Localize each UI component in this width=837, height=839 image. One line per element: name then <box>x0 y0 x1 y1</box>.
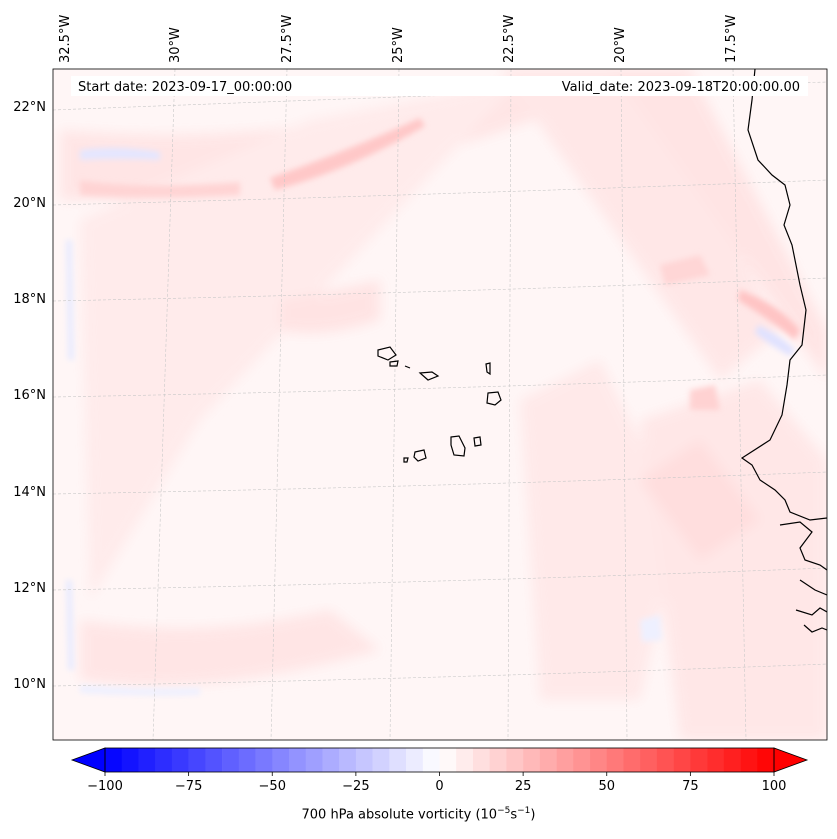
colorbar-segment <box>121 748 139 772</box>
colorbar-tick-label: 25 <box>515 779 532 794</box>
colorbar-segment <box>389 748 407 772</box>
colorbar-segment <box>105 748 123 772</box>
colorbar-segment <box>573 748 591 772</box>
longitude-labels: 32.5°W 30°W 27.5°W 25°W 22.5°W 20°W 17.5… <box>58 15 739 63</box>
lat-label: 22°N <box>13 100 46 115</box>
colorbar-tick-label: 100 <box>762 779 787 794</box>
lon-label: 17.5°W <box>724 15 739 63</box>
colorbar-segment <box>205 748 223 772</box>
colorbar-ticks: −100 −75 −50 −25 0 25 50 75 100 <box>87 772 786 794</box>
colorbar-max-extend <box>773 747 809 773</box>
cape-verde-islands <box>377 346 502 463</box>
colorbar-segment <box>489 748 507 772</box>
colorbar-segment <box>155 748 173 772</box>
lon-label: 22.5°W <box>502 15 517 63</box>
colorbar: −100 −75 −50 −25 0 25 50 75 100 <box>70 747 809 794</box>
colorbar-segment <box>606 748 624 772</box>
colorbar-segment <box>406 748 424 772</box>
colorbar-segment <box>372 748 390 772</box>
colorbar-segment <box>506 748 524 772</box>
colorbar-segment <box>723 748 741 772</box>
colorbar-label: 700 hPa absolute vorticity (10−5s−1) <box>301 806 536 823</box>
lat-label: 14°N <box>13 485 46 500</box>
colorbar-segment <box>422 748 440 772</box>
colorbar-tick-label: 50 <box>598 779 615 794</box>
colorbar-segment <box>640 748 658 772</box>
colorbar-segment <box>255 748 273 772</box>
colorbar-segment <box>523 748 541 772</box>
lon-label: 20°W <box>613 27 628 63</box>
colorbar-tick-label: 0 <box>435 779 443 794</box>
colorbar-segment <box>757 748 775 772</box>
colorbar-segment <box>288 748 306 772</box>
gridlines <box>53 69 827 740</box>
colorbar-segment <box>472 748 490 772</box>
colorbar-segment <box>656 748 674 772</box>
colorbar-segment <box>171 748 189 772</box>
colorbar-segment <box>238 748 256 772</box>
valid-date-label: Valid_date: 2023-09-18T20:00:00.00 <box>562 80 800 95</box>
colorbar-segment <box>673 748 691 772</box>
africa-coastline <box>740 69 827 521</box>
coastlines <box>740 69 827 633</box>
colorbar-segment <box>439 748 457 772</box>
lat-label: 18°N <box>13 292 46 307</box>
colorbar-segment <box>272 748 290 772</box>
lon-label: 25°W <box>391 27 406 63</box>
lat-label: 12°N <box>13 581 46 596</box>
lat-label: 10°N <box>13 677 46 692</box>
colorbar-tick-label: −100 <box>87 779 123 794</box>
latitude-labels: 22°N 20°N 18°N 16°N 14°N 12°N 10°N <box>13 100 46 692</box>
colorbar-tick-label: −50 <box>259 779 286 794</box>
colorbar-segment <box>623 748 641 772</box>
colorbar-tick-label: −25 <box>342 779 369 794</box>
colorbar-segment <box>188 748 206 772</box>
lon-label: 32.5°W <box>58 15 73 63</box>
lat-label: 20°N <box>13 196 46 211</box>
colorbar-segment <box>355 748 373 772</box>
lon-label: 27.5°W <box>280 15 295 63</box>
colorbar-segment <box>590 748 608 772</box>
date-banner <box>71 76 808 96</box>
colorbar-segment <box>456 748 474 772</box>
colorbar-segment <box>322 748 340 772</box>
colorbar-segments <box>105 748 775 772</box>
colorbar-segment <box>339 748 357 772</box>
start-date-label: Start date: 2023-09-17_00:00:00 <box>78 80 292 95</box>
colorbar-segment <box>556 748 574 772</box>
colorbar-segment <box>690 748 708 772</box>
vorticity-field <box>60 69 827 740</box>
colorbar-segment <box>539 748 557 772</box>
colorbar-segment <box>138 748 156 772</box>
colorbar-segment <box>707 748 725 772</box>
lon-label: 30°W <box>168 27 183 63</box>
map-panel: Start date: 2023-09-17_00:00:00 Valid_da… <box>53 69 827 740</box>
colorbar-segment <box>305 748 323 772</box>
colorbar-tick-label: 75 <box>682 779 699 794</box>
lat-label: 16°N <box>13 388 46 403</box>
colorbar-segment <box>222 748 240 772</box>
colorbar-segment <box>740 748 758 772</box>
colorbar-min-extend <box>70 747 106 773</box>
colorbar-tick-label: −75 <box>175 779 202 794</box>
map-frame <box>52 68 828 741</box>
